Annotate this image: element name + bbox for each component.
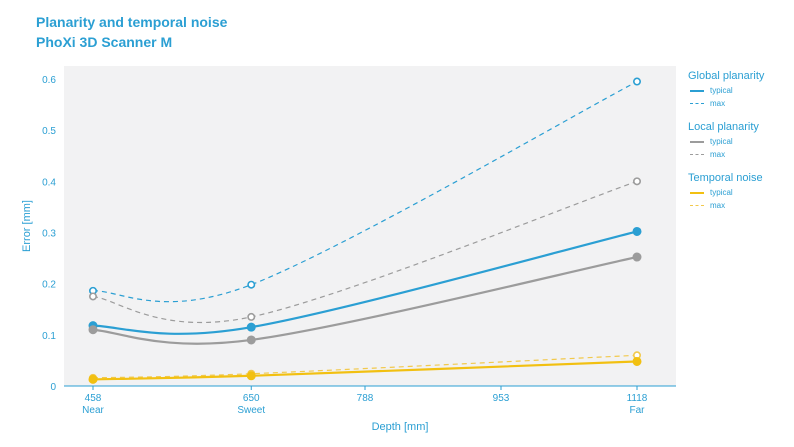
data-point-temporal-noise-typical [88, 374, 98, 384]
legend-item: max [688, 97, 788, 110]
y-tick-label: 0.5 [42, 126, 56, 137]
legend-swatch [690, 89, 704, 92]
chart-title: Planarity and temporal noise [36, 14, 228, 30]
legend-group: Temporal noise typical max [688, 172, 788, 212]
data-point-temporal-noise-typical [632, 356, 642, 366]
plot-area [64, 66, 676, 386]
data-point-local-planarity-max [247, 312, 256, 321]
x-tick-label: 788 [357, 393, 374, 404]
legend-label: max [710, 201, 726, 210]
data-point-global-planarity-typical [246, 322, 256, 332]
chart-legend: Global planarity typical max Local planarit… [688, 70, 788, 223]
data-point-local-planarity-max [632, 177, 641, 186]
y-tick-label: 0.2 [42, 280, 56, 291]
data-point-local-planarity-typical [88, 325, 98, 335]
legend-swatch [690, 191, 704, 194]
legend-swatch [690, 103, 704, 104]
data-point-global-planarity-typical [632, 226, 642, 236]
x-tick-label: 1118 [627, 393, 648, 404]
legend-item: typical [688, 186, 788, 199]
legend-swatch [690, 205, 704, 206]
x-tick-label: 650 [243, 393, 260, 404]
legend-group-title: Local planarity [688, 121, 759, 133]
x-tick-sublabel: Far [630, 405, 646, 416]
data-point-local-planarity-typical [632, 252, 642, 262]
legend-item: typical [688, 84, 788, 97]
series-line-global-planarity-typical [92, 230, 638, 335]
y-tick-label: 0.3 [42, 229, 56, 240]
series-line-local-planarity-typical [92, 255, 638, 345]
legend-label: typical [710, 188, 733, 197]
y-tick-label: 0 [50, 382, 56, 393]
legend-swatch [690, 154, 704, 155]
series-line-global-planarity-max [92, 81, 638, 303]
legend-group: Local planarity typical max [688, 121, 788, 161]
x-tick-label: 953 [493, 393, 510, 404]
x-tick-sublabel: Near [82, 405, 104, 416]
series-line-temporal-noise-max [92, 354, 638, 379]
data-point-temporal-noise-typical [246, 371, 256, 381]
y-tick-label: 0.6 [42, 75, 56, 86]
data-point-local-planarity-max [89, 292, 98, 301]
x-tick-sublabel: Sweet [237, 405, 265, 416]
legend-label: max [710, 99, 726, 108]
legend-label: typical [710, 86, 733, 95]
y-axis-title: Error [mm] [21, 200, 33, 252]
x-axis-title: Depth [mm] [372, 421, 429, 433]
legend-swatch [690, 140, 704, 143]
legend-label: max [710, 150, 726, 159]
legend-group-title: Global planarity [688, 70, 765, 82]
y-tick-label: 0.4 [42, 177, 56, 188]
data-point-global-planarity-max [247, 280, 256, 289]
chart-subtitle: PhoXi 3D Scanner M [36, 34, 173, 50]
legend-item: typical [688, 135, 788, 148]
legend-label: typical [710, 137, 733, 146]
series-line-temporal-noise-typical [92, 360, 638, 381]
data-point-local-planarity-typical [246, 335, 256, 345]
legend-item: max [688, 148, 788, 161]
x-tick-label: 458 [85, 393, 102, 404]
legend-group-title: Temporal noise [688, 172, 763, 184]
legend-item: max [688, 199, 788, 212]
data-point-global-planarity-max [632, 77, 641, 86]
legend-group: Global planarity typical max [688, 70, 788, 110]
y-tick-label: 0.1 [42, 331, 56, 342]
series-line-local-planarity-max [92, 180, 638, 324]
